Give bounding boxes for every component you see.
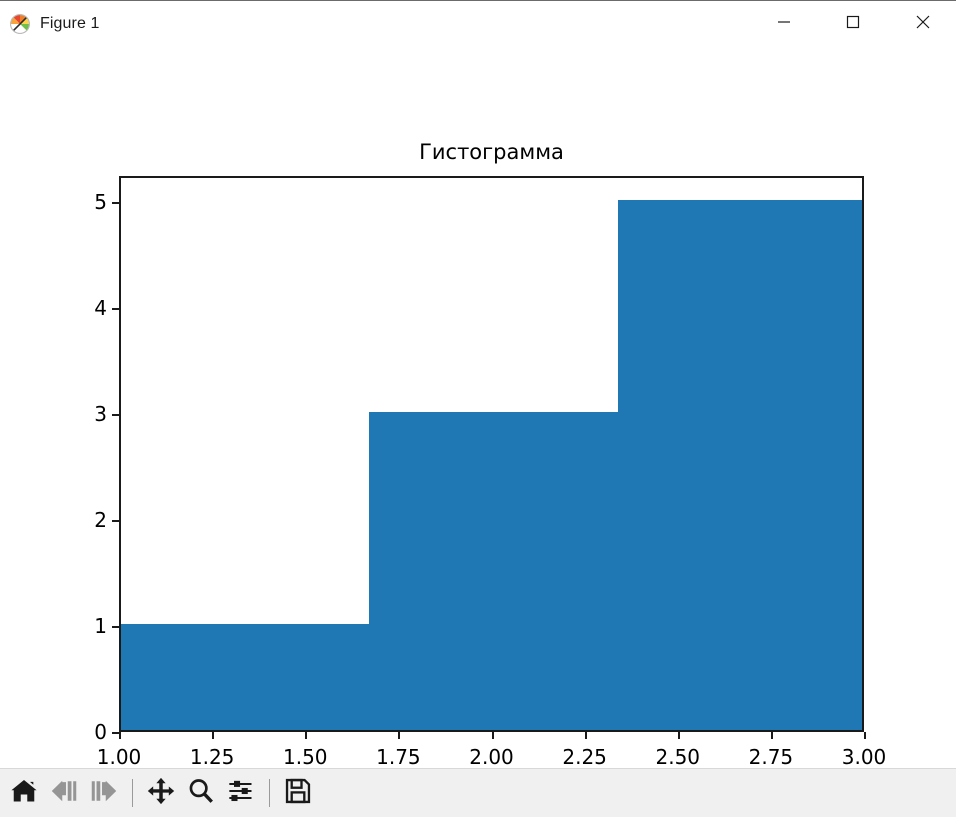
x-tick	[119, 732, 121, 739]
window-titlebar: Figure 1	[0, 1, 956, 46]
y-tick	[112, 202, 119, 205]
configure-subplots-button[interactable]	[221, 773, 261, 813]
back-button[interactable]	[44, 773, 84, 813]
x-tick-label: 1.50	[282, 745, 328, 768]
save-button[interactable]	[278, 773, 318, 813]
toolbar-separator	[269, 779, 270, 807]
arrow-left-icon	[50, 777, 78, 809]
window-title: Figure 1	[40, 14, 100, 32]
histogram-bar	[121, 624, 370, 730]
y-tick	[112, 732, 119, 734]
window-controls	[761, 1, 956, 46]
sliders-icon	[227, 777, 255, 809]
y-tick-label: 3	[94, 402, 107, 427]
minimize-icon	[777, 14, 791, 33]
figure-canvas[interactable]: Гистограмма 0 1 2 3 4 5 1.00 1.25 1.50 1.75 2.00 2…	[0, 46, 956, 768]
y-tick-label: 5	[94, 190, 107, 215]
move-icon	[147, 777, 175, 809]
home-icon	[10, 777, 38, 809]
y-tick	[112, 626, 119, 629]
histogram-bar	[369, 412, 618, 730]
zoom-button[interactable]	[181, 773, 221, 813]
arrow-right-icon	[90, 777, 118, 809]
histogram-bars	[121, 178, 862, 730]
close-icon	[915, 14, 931, 34]
x-tick	[584, 732, 587, 739]
pan-button[interactable]	[141, 773, 181, 813]
x-tick	[398, 732, 401, 739]
y-tick	[112, 308, 119, 311]
x-tick	[305, 732, 308, 739]
chart-title: Гистограмма	[419, 140, 564, 164]
plot-axes	[119, 176, 864, 732]
x-tick-label: 2.00	[469, 745, 514, 768]
forward-button[interactable]	[84, 773, 124, 813]
maximize-button[interactable]	[830, 1, 876, 46]
y-tick-label: 4	[94, 296, 107, 321]
y-tick-label: 2	[94, 508, 107, 533]
x-tick	[212, 732, 215, 739]
x-tick-label: 3.00	[841, 745, 887, 768]
matplotlib-icon	[9, 13, 31, 35]
x-tick-label: 1.00	[96, 745, 142, 768]
close-button[interactable]	[900, 1, 946, 46]
x-tick	[491, 732, 494, 739]
histogram-bar	[617, 200, 862, 730]
x-tick	[864, 732, 866, 739]
maximize-icon	[846, 14, 860, 33]
home-button[interactable]	[4, 773, 44, 813]
minimize-button[interactable]	[761, 1, 807, 46]
x-tick-label: 1.75	[376, 745, 421, 768]
y-tick	[112, 414, 119, 417]
y-tick	[112, 520, 119, 523]
x-tick	[770, 732, 773, 739]
x-tick-label: 2.25	[562, 745, 607, 768]
x-tick-label: 2.50	[655, 745, 701, 768]
x-tick-label: 2.75	[748, 745, 794, 768]
x-tick-label: 1.25	[189, 745, 235, 768]
navigation-toolbar	[0, 768, 956, 817]
magnifier-icon	[187, 777, 215, 809]
toolbar-separator	[132, 779, 133, 807]
save-icon	[284, 777, 312, 809]
y-tick-label: 1	[94, 614, 107, 639]
y-tick-label: 0	[94, 720, 107, 744]
x-tick	[677, 732, 680, 739]
